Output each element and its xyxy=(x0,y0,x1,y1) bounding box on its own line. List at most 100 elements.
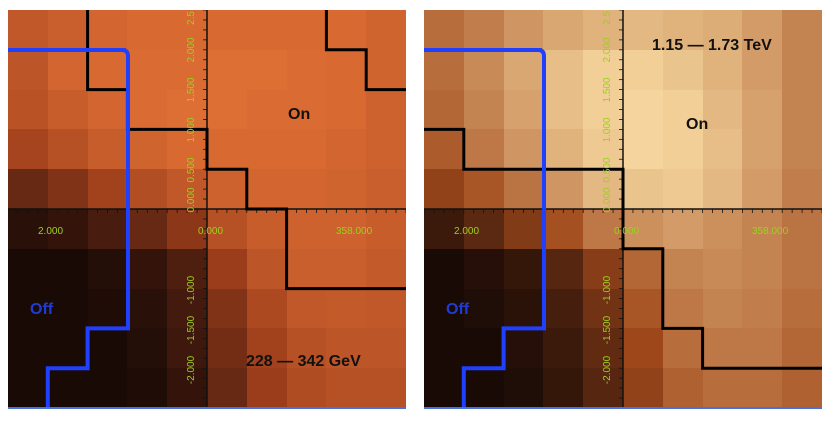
heatmap-cell xyxy=(167,129,207,170)
heatmap-cell xyxy=(543,248,584,289)
heatmap-cell xyxy=(463,288,504,329)
y-tick-label: 0.000 xyxy=(602,187,613,212)
heatmap-cell xyxy=(583,208,623,249)
heatmap-cell xyxy=(326,208,367,249)
heatmap-cell xyxy=(463,169,504,209)
heatmap-cell xyxy=(662,10,703,50)
heatmap-cell xyxy=(702,288,743,329)
heatmap-cell xyxy=(424,248,464,289)
heatmap-cell xyxy=(463,10,504,50)
skymap-overlay: 2.000 0.000 358.000 2.5 2.000 1.500 1.000 0.500… xyxy=(424,10,822,408)
heatmap-cell xyxy=(246,10,287,50)
heatmap-cell xyxy=(662,328,703,369)
heatmap-cell xyxy=(702,129,743,170)
heatmap-cell xyxy=(206,248,247,289)
heatmap-cell xyxy=(167,368,207,408)
heatmap-cell xyxy=(463,49,504,90)
heatmap-cell xyxy=(87,208,128,249)
heatmap-cell xyxy=(366,208,406,249)
heatmap-cell xyxy=(326,169,367,209)
heatmap-cell xyxy=(366,328,406,369)
heatmap-cell xyxy=(662,169,703,209)
heatmap-cell xyxy=(503,328,544,369)
heatmap-cell xyxy=(503,288,544,329)
heatmap-cell xyxy=(503,208,544,249)
heatmap-cell xyxy=(782,208,822,249)
y-tick-label: 1.000 xyxy=(602,117,613,142)
heatmap-cell xyxy=(702,248,743,289)
heatmap-cell xyxy=(8,129,48,170)
heatmap-cell xyxy=(8,328,48,369)
heatmap-cell xyxy=(463,129,504,170)
heatmap-cell xyxy=(127,10,168,50)
heatmap-cell xyxy=(8,89,48,130)
heatmap-cell xyxy=(463,248,504,289)
heatmap-cell xyxy=(622,49,663,90)
on-region-contour xyxy=(86,10,406,291)
y-tick-label: -2.000 xyxy=(186,355,197,384)
heatmap-cell xyxy=(543,89,584,130)
heatmap-cell xyxy=(782,368,822,408)
heatmap-cell xyxy=(583,169,623,209)
heatmap-cell xyxy=(622,169,663,209)
heatmap-cell xyxy=(167,49,207,90)
heatmap-cell xyxy=(167,328,207,369)
heatmap-cell xyxy=(543,328,584,369)
heatmap-cell xyxy=(424,368,464,408)
heatmap-cell xyxy=(326,248,367,289)
heatmap-cell xyxy=(127,208,168,249)
heatmap-cell xyxy=(782,288,822,329)
heatmap-cell xyxy=(326,368,367,408)
heatmap-cell xyxy=(702,328,743,369)
heatmap-cell xyxy=(503,368,544,408)
heatmap-cell xyxy=(622,129,663,170)
heatmap-cell xyxy=(583,248,623,289)
heatmap-cell xyxy=(662,129,703,170)
heatmap-cell xyxy=(583,288,623,329)
heatmap-cell xyxy=(47,248,88,289)
heatmap-cell xyxy=(326,89,367,130)
y-tick-label: 1.500 xyxy=(186,77,197,102)
heatmap-cell xyxy=(782,89,822,130)
heatmap-cell xyxy=(366,288,406,329)
heatmap-cell xyxy=(87,10,128,50)
heatmap-cell xyxy=(742,49,783,90)
x-tick-label: 358.000 xyxy=(336,226,373,237)
energy-range-label: 1.15 — 1.73 TeV xyxy=(652,37,772,54)
heatmap-cell xyxy=(702,49,743,90)
y-tick-label: 2.5 xyxy=(186,11,197,25)
heatmap-cell xyxy=(503,49,544,90)
x-tick-label: 2.000 xyxy=(454,226,479,237)
heatmap-cell xyxy=(742,208,783,249)
off-region-contour xyxy=(428,48,546,408)
heatmap-cell xyxy=(127,328,168,369)
heatmap-cell xyxy=(742,288,783,329)
heatmap-cell xyxy=(702,169,743,209)
heatmap-cell xyxy=(503,10,544,50)
heatmap-cell xyxy=(366,129,406,170)
heatmap-cell xyxy=(127,368,168,408)
y-tick-label: 2.000 xyxy=(186,37,197,62)
heatmap-cell xyxy=(47,89,88,130)
heatmap-cell xyxy=(47,169,88,209)
y-tick-label: 2.000 xyxy=(602,37,613,62)
heatmap-cell xyxy=(246,169,287,209)
heatmap-cell xyxy=(503,89,544,130)
y-tick-label: 0.000 xyxy=(186,187,197,212)
off-region-label: Off xyxy=(30,301,54,318)
heatmap-cell xyxy=(424,328,464,369)
heatmap-cell xyxy=(782,328,822,369)
heatmap-cell xyxy=(366,10,406,50)
heatmap-cell xyxy=(742,10,783,50)
heatmap-cell xyxy=(8,10,48,50)
on-region-label: On xyxy=(686,116,709,133)
heatmap-cell xyxy=(583,129,623,170)
heatmap-cell xyxy=(622,368,663,408)
y-tick-label: 0.500 xyxy=(602,157,613,182)
energy-range-label: 228 — 342 GeV xyxy=(246,353,361,370)
heatmap-cell xyxy=(424,10,464,50)
heatmap-cell xyxy=(366,368,406,408)
heatmap-cell xyxy=(543,368,584,408)
heatmap-cell xyxy=(543,49,584,90)
heatmap-cell xyxy=(47,368,88,408)
